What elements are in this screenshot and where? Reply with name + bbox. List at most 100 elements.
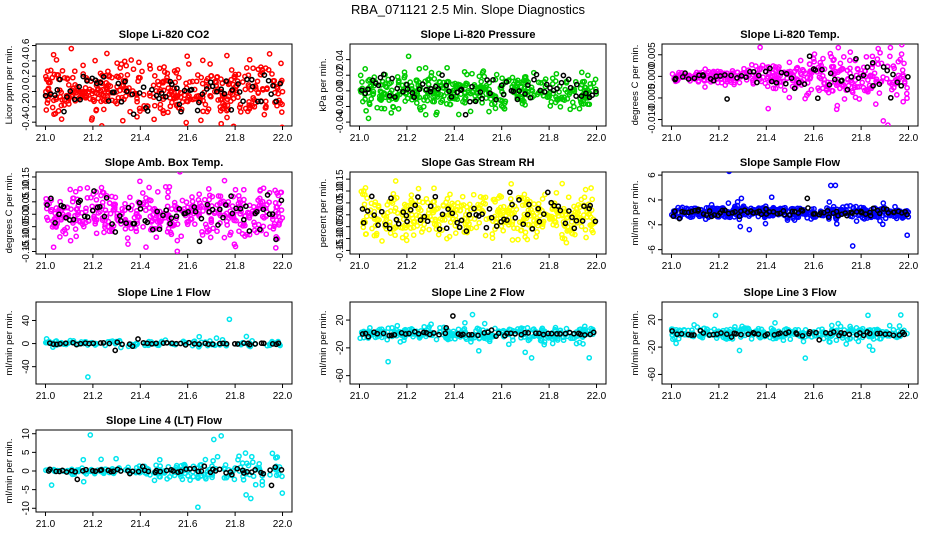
- data-point: [441, 92, 447, 99]
- data-point: [891, 65, 898, 72]
- x-tick-label: 22.0: [899, 391, 919, 402]
- data-point: [358, 188, 365, 195]
- data-point: [45, 77, 51, 83]
- data-point: [691, 75, 698, 82]
- data-point: [165, 189, 172, 195]
- data-point: [209, 83, 216, 90]
- x-tick-label: 21.2: [709, 261, 729, 272]
- data-point: [274, 454, 281, 460]
- data-point: [462, 94, 469, 101]
- data-point: [278, 197, 285, 204]
- x-tick-label: 21.2: [397, 261, 417, 272]
- data-point: [124, 235, 131, 241]
- data-point: [74, 476, 81, 483]
- data-point: [431, 185, 437, 192]
- data-point: [808, 86, 815, 93]
- data-point: [277, 80, 284, 87]
- data-point: [160, 212, 166, 219]
- data-point: [89, 207, 96, 214]
- data-point: [828, 63, 835, 70]
- data-point: [498, 102, 505, 109]
- data-point: [149, 226, 156, 233]
- data-point: [394, 85, 401, 92]
- y-tick-label: -0.02: [335, 95, 346, 118]
- data-point: [218, 199, 224, 205]
- data-point: [843, 341, 850, 347]
- data-point: [406, 330, 412, 337]
- y-axis-label: ml/min per min.: [4, 439, 15, 504]
- data-point: [391, 328, 398, 335]
- data-point: [876, 210, 883, 217]
- data-point: [246, 214, 253, 221]
- data-point: [737, 334, 744, 340]
- data-point: [175, 469, 181, 475]
- data-point: [217, 193, 224, 200]
- data-point: [146, 197, 152, 203]
- data-point: [444, 235, 450, 242]
- data-point: [702, 66, 709, 72]
- x-tick-label: 21.4: [445, 261, 465, 272]
- data-point: [42, 92, 49, 99]
- data-point: [489, 231, 496, 237]
- data-point: [125, 204, 132, 211]
- data-point: [70, 216, 77, 223]
- x-tick-label: 21.2: [83, 519, 103, 530]
- data-point: [93, 90, 100, 97]
- data-point: [510, 88, 517, 95]
- data-point: [112, 347, 119, 354]
- data-point: [528, 87, 535, 93]
- data-point: [562, 220, 569, 227]
- data-point: [81, 213, 88, 220]
- data-point: [421, 97, 427, 103]
- data-point: [407, 225, 414, 231]
- data-point: [540, 211, 547, 217]
- data-point: [778, 69, 785, 76]
- data-point: [137, 205, 144, 212]
- data-point: [816, 337, 823, 343]
- data-point: [162, 184, 169, 190]
- y-tick-label: -60: [647, 367, 658, 382]
- data-point: [218, 86, 225, 93]
- y-axis-label: percent per min.: [318, 179, 329, 248]
- data-point: [716, 207, 723, 213]
- plot-frame: [661, 301, 919, 385]
- data-point: [473, 224, 480, 231]
- data-point: [904, 211, 910, 218]
- data-point: [202, 340, 209, 347]
- data-point: [721, 72, 728, 78]
- data-point: [239, 79, 246, 85]
- data-point: [375, 222, 381, 228]
- data-point: [827, 339, 833, 345]
- data-point: [688, 208, 695, 215]
- y-tick-label: 0.15: [335, 169, 346, 189]
- data-point: [703, 212, 710, 218]
- x-tick-label: 21.6: [492, 261, 512, 272]
- data-point: [258, 98, 264, 105]
- data-point: [549, 75, 556, 82]
- data-point: [466, 331, 472, 338]
- data-point: [169, 88, 175, 95]
- data-point: [589, 92, 596, 99]
- data-point: [213, 335, 220, 341]
- data-point: [553, 70, 560, 77]
- data-point: [198, 117, 204, 124]
- data-point: [890, 84, 897, 91]
- data-point: [419, 199, 426, 206]
- data-point: [98, 123, 105, 126]
- y-tick-label: -0.005: [647, 83, 658, 112]
- data-point: [764, 75, 771, 82]
- data-point: [841, 96, 848, 102]
- x-tick-label: 21.0: [662, 261, 682, 272]
- data-point: [156, 95, 162, 102]
- y-tick-label: 0.00: [21, 204, 32, 224]
- data-point: [796, 79, 802, 86]
- data-point: [79, 88, 86, 95]
- data-point: [706, 208, 713, 214]
- data-point: [467, 98, 473, 105]
- data-point: [248, 453, 255, 460]
- data-point: [476, 73, 483, 80]
- data-point: [557, 331, 563, 337]
- data-point: [248, 76, 255, 83]
- data-point: [410, 333, 416, 340]
- chart-title: Slope Sample Flow: [740, 157, 841, 169]
